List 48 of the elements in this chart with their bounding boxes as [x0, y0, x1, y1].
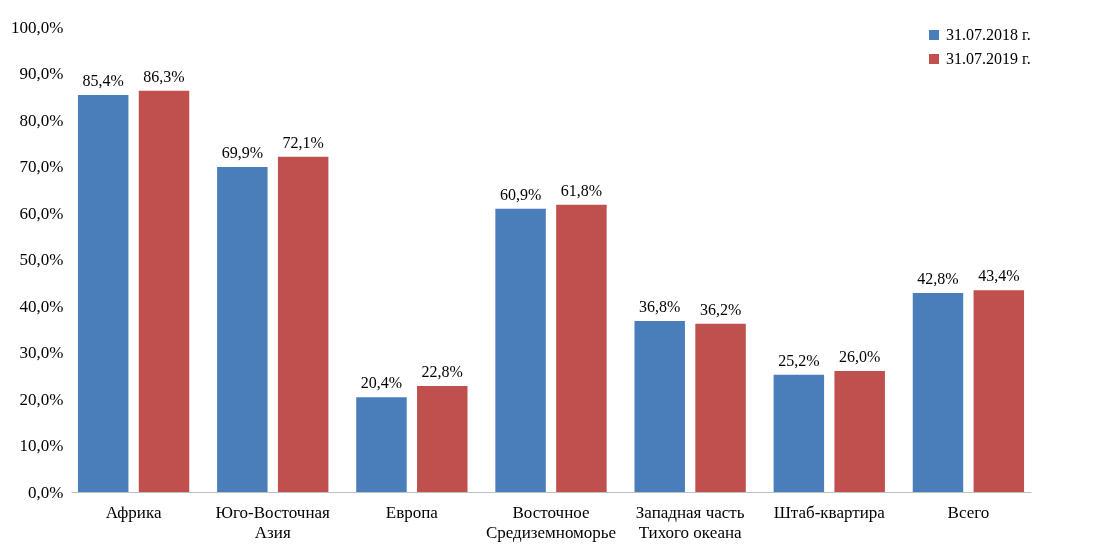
bar [773, 374, 825, 492]
y-tick-label: 20,0% [19, 389, 64, 409]
data-label: 25,2% [778, 351, 820, 369]
data-label: 22,8% [421, 362, 463, 380]
data-label: 72,1% [282, 133, 324, 151]
bar [973, 290, 1025, 492]
data-label: 69,9% [221, 143, 263, 161]
y-tick-label: 40,0% [19, 296, 64, 316]
bar [634, 320, 685, 492]
bar [77, 94, 129, 492]
bar [217, 166, 268, 492]
y-tick-label: 90,0% [19, 64, 64, 83]
y-tick-label: 60,0% [19, 203, 64, 223]
y-tick-label: 100,0% [11, 17, 64, 37]
bar [912, 292, 964, 492]
bar [695, 323, 746, 492]
data-label: 26,0% [839, 348, 881, 366]
data-label: 61,8% [560, 181, 603, 199]
bar [417, 385, 468, 492]
y-tick-label: 0,0% [28, 482, 64, 502]
bar [356, 397, 407, 492]
bar [834, 371, 885, 492]
x-tick-label: Европа [385, 502, 439, 522]
data-label: 42,8% [917, 269, 959, 287]
data-label: 36,2% [699, 300, 742, 318]
x-tick-label: Западная часть Тихого океана [635, 502, 745, 542]
data-label: 20,4% [360, 374, 403, 392]
x-tick-label: Африка [105, 502, 162, 522]
bar [138, 90, 190, 492]
y-tick-label: 10,0% [19, 436, 64, 455]
data-label: 43,4% [978, 267, 1020, 285]
legend-label: 31.07.2019 г. [946, 50, 1031, 67]
y-tick-label: 70,0% [19, 157, 64, 176]
x-tick-label: Восточное Средиземноморье [485, 502, 617, 542]
x-tick-label: Юго-Восточная Азия [215, 502, 331, 542]
bar [277, 156, 329, 492]
bar [495, 208, 546, 492]
bar [556, 204, 607, 492]
data-label: 60,9% [499, 185, 542, 203]
legend-label: 31.07.2018 г. [946, 26, 1031, 43]
x-tick-label: Штаб-квартира [773, 502, 886, 522]
data-label: 86,3% [143, 67, 185, 85]
y-tick-label: 30,0% [19, 343, 64, 362]
x-tick-label: Всего [947, 502, 990, 522]
y-tick-label: 50,0% [19, 250, 64, 269]
data-label: 36,8% [639, 297, 681, 315]
y-tick-label: 80,0% [19, 110, 64, 130]
data-label: 85,4% [82, 71, 124, 89]
